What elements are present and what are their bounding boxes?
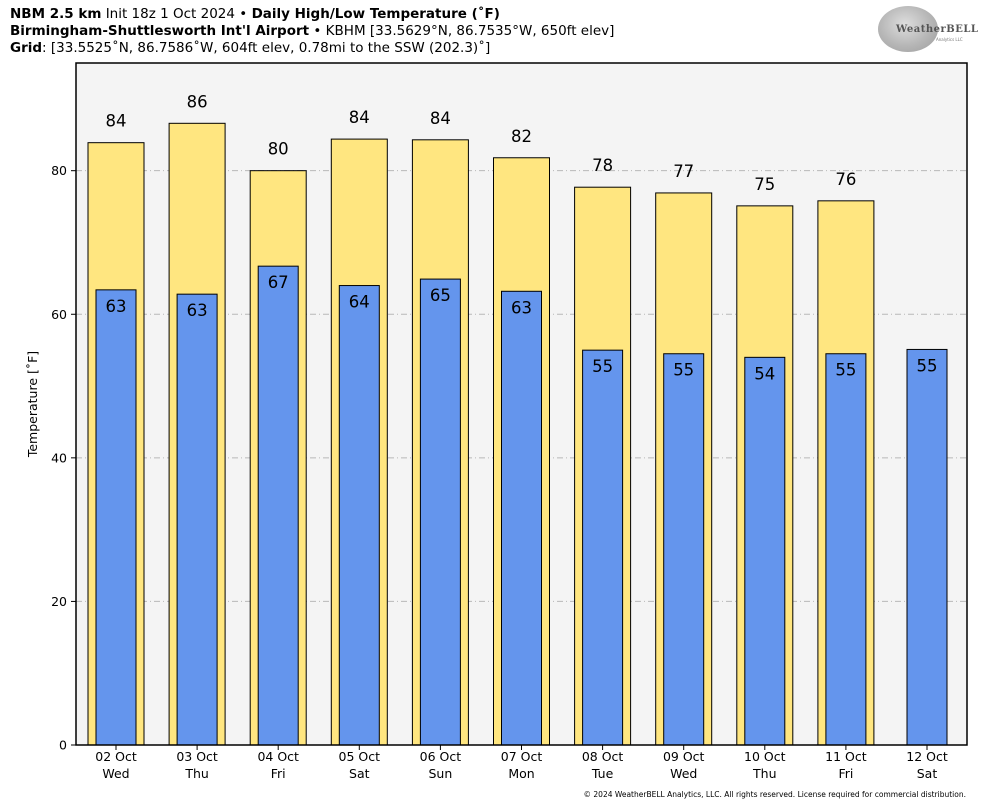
logo-text: WeatherBELL bbox=[896, 24, 979, 35]
separator: • bbox=[313, 23, 322, 39]
separator: • bbox=[239, 6, 248, 22]
chart-title: Daily High/Low Temperature (˚F) bbox=[251, 6, 500, 22]
low-temp-label: 55 bbox=[917, 356, 938, 375]
high-temp-label: 84 bbox=[106, 112, 127, 131]
x-tick-label-date: 09 Oct bbox=[663, 749, 705, 764]
high-temp-label: 75 bbox=[754, 175, 775, 194]
title-line-1: NBM 2.5 km Init 18z 1 Oct 2024 • Daily H… bbox=[10, 6, 500, 23]
x-tick-label-date: 05 Oct bbox=[339, 749, 381, 764]
low-temp-label: 63 bbox=[187, 301, 208, 320]
y-tick-label: 40 bbox=[51, 450, 67, 465]
station-info: KBHM [33.5629°N, 86.7535°W, 650ft elev] bbox=[325, 23, 615, 39]
x-tick-label-day: Thu bbox=[184, 766, 208, 781]
low-temp-label: 65 bbox=[430, 286, 451, 305]
title-line-3: Grid: [33.5525˚N, 86.7586˚W, 604ft elev,… bbox=[10, 40, 490, 57]
low-temp-bar bbox=[906, 348, 948, 746]
x-tick-label-day: Sun bbox=[429, 766, 453, 781]
grid-label: Grid bbox=[10, 40, 43, 56]
logo-swirl-icon bbox=[878, 6, 938, 52]
low-temp-bar bbox=[176, 293, 218, 746]
low-temp-bar bbox=[338, 285, 380, 746]
low-temp-bar bbox=[582, 349, 624, 746]
low-temp-bar bbox=[419, 278, 461, 746]
x-tick-label-day: Sat bbox=[917, 766, 938, 781]
high-temp-label: 77 bbox=[673, 162, 694, 181]
high-temp-label: 76 bbox=[835, 170, 856, 189]
low-temp-label: 67 bbox=[268, 273, 289, 292]
y-tick-label: 60 bbox=[51, 307, 67, 322]
low-temp-label: 54 bbox=[754, 364, 775, 383]
low-temp-label: 64 bbox=[349, 293, 370, 312]
low-temp-label: 63 bbox=[106, 297, 127, 316]
copyright-footer: © 2024 WeatherBELL Analytics, LLC. All r… bbox=[583, 790, 966, 799]
high-temp-label: 78 bbox=[592, 156, 613, 175]
low-temp-bar bbox=[501, 290, 542, 746]
y-tick-label: 20 bbox=[51, 594, 67, 609]
low-temp-label: 55 bbox=[592, 357, 613, 376]
weatherbell-logo: WeatherBELL Analytics LLC bbox=[878, 6, 978, 56]
y-tick-label: 80 bbox=[51, 163, 67, 178]
x-tick-label-date: 11 Oct bbox=[825, 749, 867, 764]
x-tick-label-day: Fri bbox=[838, 766, 853, 781]
x-tick-label-date: 04 Oct bbox=[257, 749, 299, 764]
low-temp-label: 55 bbox=[673, 361, 694, 380]
high-temp-label: 80 bbox=[268, 140, 289, 159]
x-tick-label-day: Sat bbox=[349, 766, 370, 781]
x-tick-label-day: Wed bbox=[670, 766, 697, 781]
x-tick-label-date: 02 Oct bbox=[95, 749, 137, 764]
low-temp-label: 55 bbox=[835, 361, 856, 380]
x-tick-label-date: 08 Oct bbox=[582, 749, 624, 764]
x-tick-label-date: 12 Oct bbox=[906, 749, 948, 764]
x-tick-label-day: Mon bbox=[508, 766, 534, 781]
x-tick-label-day: Tue bbox=[591, 766, 614, 781]
grid-info: : [33.5525˚N, 86.7586˚W, 604ft elev, 0.7… bbox=[42, 40, 491, 56]
x-tick-label-date: 10 Oct bbox=[744, 749, 786, 764]
high-temp-label: 86 bbox=[187, 92, 208, 111]
logo-subtext: Analytics LLC bbox=[936, 37, 963, 42]
station-name: Birmingham-Shuttlesworth Int'l Airport bbox=[10, 23, 310, 39]
high-temp-label: 84 bbox=[349, 108, 370, 127]
low-temp-bar bbox=[95, 289, 137, 746]
y-tick-label: 0 bbox=[59, 738, 67, 753]
low-temp-label: 63 bbox=[511, 298, 532, 317]
y-axis-label: Temperature [˚F] bbox=[25, 351, 40, 458]
high-temp-label: 82 bbox=[511, 127, 532, 146]
x-tick-label-date: 06 Oct bbox=[420, 749, 462, 764]
x-tick-label-date: 03 Oct bbox=[176, 749, 218, 764]
x-tick-label-day: Fri bbox=[271, 766, 286, 781]
x-tick-label-date: 07 Oct bbox=[501, 749, 543, 764]
low-temp-bar bbox=[825, 353, 867, 746]
low-temp-bar bbox=[257, 265, 299, 746]
low-temp-bar bbox=[663, 353, 705, 746]
model-name: NBM 2.5 km bbox=[10, 6, 102, 22]
init-time: Init 18z 1 Oct 2024 bbox=[105, 6, 235, 22]
x-tick-label-day: Thu bbox=[752, 766, 776, 781]
title-line-2: Birmingham-Shuttlesworth Int'l Airport •… bbox=[10, 23, 614, 40]
high-temp-label: 84 bbox=[430, 109, 451, 128]
low-temp-bar bbox=[744, 356, 786, 746]
x-tick-label-day: Wed bbox=[102, 766, 129, 781]
